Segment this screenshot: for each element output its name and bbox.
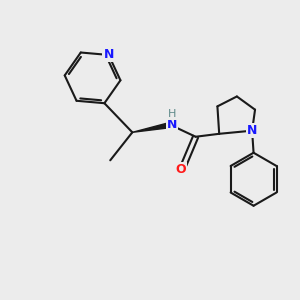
Text: N: N	[247, 124, 257, 137]
Polygon shape	[132, 122, 171, 132]
Text: N: N	[167, 118, 177, 131]
Text: O: O	[175, 163, 186, 176]
Text: H: H	[168, 109, 176, 119]
Text: N: N	[103, 48, 114, 62]
